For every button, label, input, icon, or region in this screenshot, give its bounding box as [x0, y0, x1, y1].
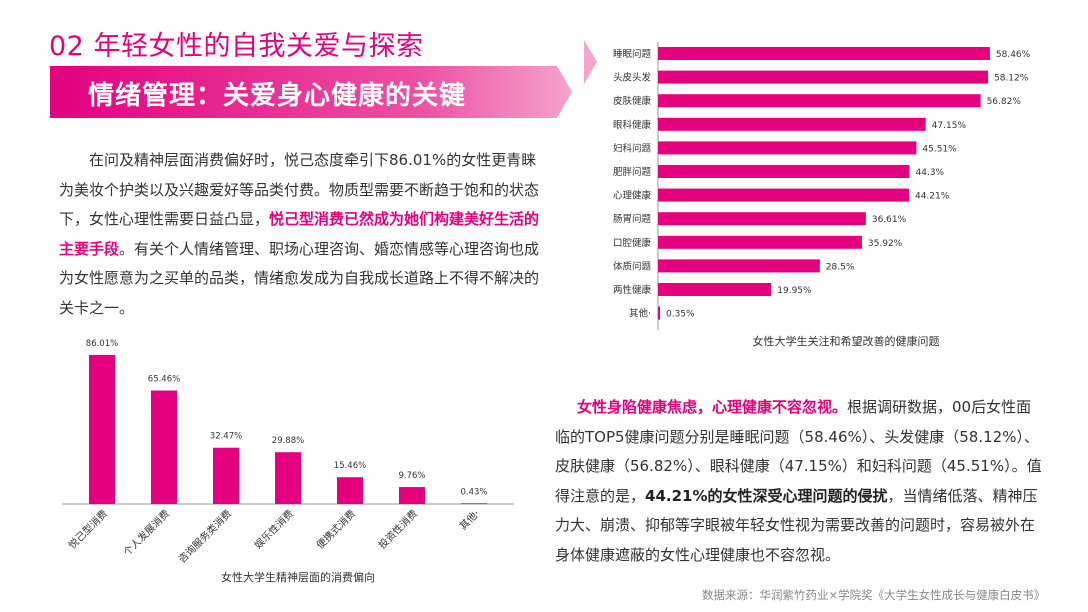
value-label: 32.47% — [210, 432, 242, 442]
category-label: 肠胃问题 — [613, 213, 652, 225]
value-label: 45.51% — [922, 144, 957, 154]
bar — [213, 447, 239, 504]
bar — [658, 117, 926, 131]
value-label: 47.15% — [932, 121, 967, 131]
category-label: 个人发展消费 — [121, 507, 173, 559]
page-title: 02 年轻女性的自我关爱与探索 — [49, 31, 424, 62]
value-label: 19.95% — [777, 286, 812, 296]
bar — [658, 70, 988, 84]
value-label: 58.12% — [994, 74, 1029, 84]
value-label: 44.3% — [916, 168, 945, 178]
value-label: 29.88% — [272, 436, 304, 446]
value-label: 28.5% — [826, 262, 855, 272]
bar — [658, 47, 990, 60]
value-label: 35.92% — [868, 239, 903, 249]
intro-highlight: 悦己型消费已然成为她们构建美好生活的主要手段 — [59, 210, 540, 258]
bar — [658, 94, 981, 108]
category-label: 睡眠问题 — [613, 48, 652, 60]
consumption-preference-bar-chart: 86.01% 悦己型消费 65.46% 个人发展消费 32.47% 咨询服务类消费 29.8… — [62, 339, 514, 584]
bar — [658, 188, 909, 202]
value-label: 65.46% — [148, 375, 180, 385]
section-banner: 情绪管理：关爱身心健康的关键 — [50, 66, 572, 118]
category-label: 体质问题 — [613, 260, 652, 272]
category-label: 皮肤健康 — [613, 95, 652, 107]
chart-title: 女性大学生关注和希望改善的健康问题 — [753, 334, 940, 348]
bar — [89, 354, 115, 504]
bar — [658, 212, 866, 226]
value-label: 0.35% — [666, 310, 695, 320]
value-label: 86.01% — [86, 339, 118, 349]
value-label: 58.46% — [996, 50, 1031, 60]
banner-shape — [50, 66, 572, 118]
health-text-1: 根据调研数据，00后女性面临的TOP5健康问题分别是睡眠问题（58.46%）、头… — [555, 398, 1042, 505]
bar — [337, 477, 363, 504]
category-label: 悦己型消费 — [66, 507, 111, 552]
category-label: 头皮头发 — [613, 72, 652, 84]
category-label: 肥胖问题 — [613, 166, 652, 178]
value-label: 56.82% — [987, 97, 1022, 107]
category-label: 娱乐性消费 — [252, 507, 297, 552]
value-label: 0.43% — [460, 487, 487, 497]
intro-paragraph: 在问及精神层面消费偏好时，悦己态度牵引下86.01%的女性更青睐为美妆个护类以及… — [59, 146, 545, 323]
bar — [658, 165, 910, 178]
health-highlight: 女性身陷健康焦虑，心理健康不容忽视。 — [577, 398, 848, 416]
bar — [461, 503, 487, 504]
bar — [658, 141, 917, 155]
category-label: 两性健康 — [613, 284, 652, 296]
category-label: 其他· — [457, 507, 483, 533]
bar — [658, 259, 820, 273]
bar — [151, 390, 177, 504]
category-label: 妇科问题 — [613, 142, 652, 154]
bar — [658, 306, 660, 320]
category-label: 咨询服务类消费 — [175, 507, 234, 566]
intro-text-2: 。有关个人情绪管理、职场心理咨询、婚恋情感等心理咨询也成为女性愿意为之买单的品类… — [59, 239, 540, 317]
bar — [658, 235, 862, 249]
arrow-decoration-icon — [584, 40, 597, 84]
health-bold: 44.21%的女性深受心理问题的侵扰 — [645, 486, 888, 505]
category-label: 投资性消费 — [376, 507, 421, 552]
banner-title: 情绪管理：关爱身心健康的关键 — [88, 81, 467, 111]
chart-title: 女性大学生精神层面的消费偏向 — [221, 570, 375, 584]
value-label: 36.61% — [872, 215, 907, 225]
value-label: 9.76% — [398, 471, 425, 481]
category-label: 其他· — [629, 308, 651, 320]
category-label: 眼科健康 — [613, 119, 652, 131]
category-label: 口腔健康 — [613, 237, 652, 249]
bar — [275, 452, 301, 504]
bar — [399, 487, 425, 504]
category-label: 心理健康 — [613, 190, 652, 202]
health-text-2: ，当情绪低落、精神压力大、崩溃、抑郁等字眼被年轻女性视为需要改善的问题时，容易被… — [555, 486, 1038, 564]
category-label: 便携式消费 — [314, 507, 359, 552]
health-issues-bar-chart: 睡眠问题 58.46% 头皮头发 58.12% 皮肤健康 56.82% 眼科健康 47.15%… — [613, 42, 1031, 348]
value-label: 15.46% — [334, 461, 366, 471]
data-source: 数据来源：华润紫竹药业×学院奖《大学生女性成长与健康白皮书》 — [702, 588, 1046, 602]
bar — [658, 283, 772, 296]
value-label: 44.21% — [915, 192, 950, 202]
health-paragraph: 女性身陷健康焦虑，心理健康不容忽视。根据调研数据，00后女性面临的TOP5健康问… — [555, 393, 1045, 570]
intro-text-1: 在问及精神层面消费偏好时，悦己态度牵引下86.01%的女性更青睐为美妆个护类以及… — [59, 151, 540, 228]
